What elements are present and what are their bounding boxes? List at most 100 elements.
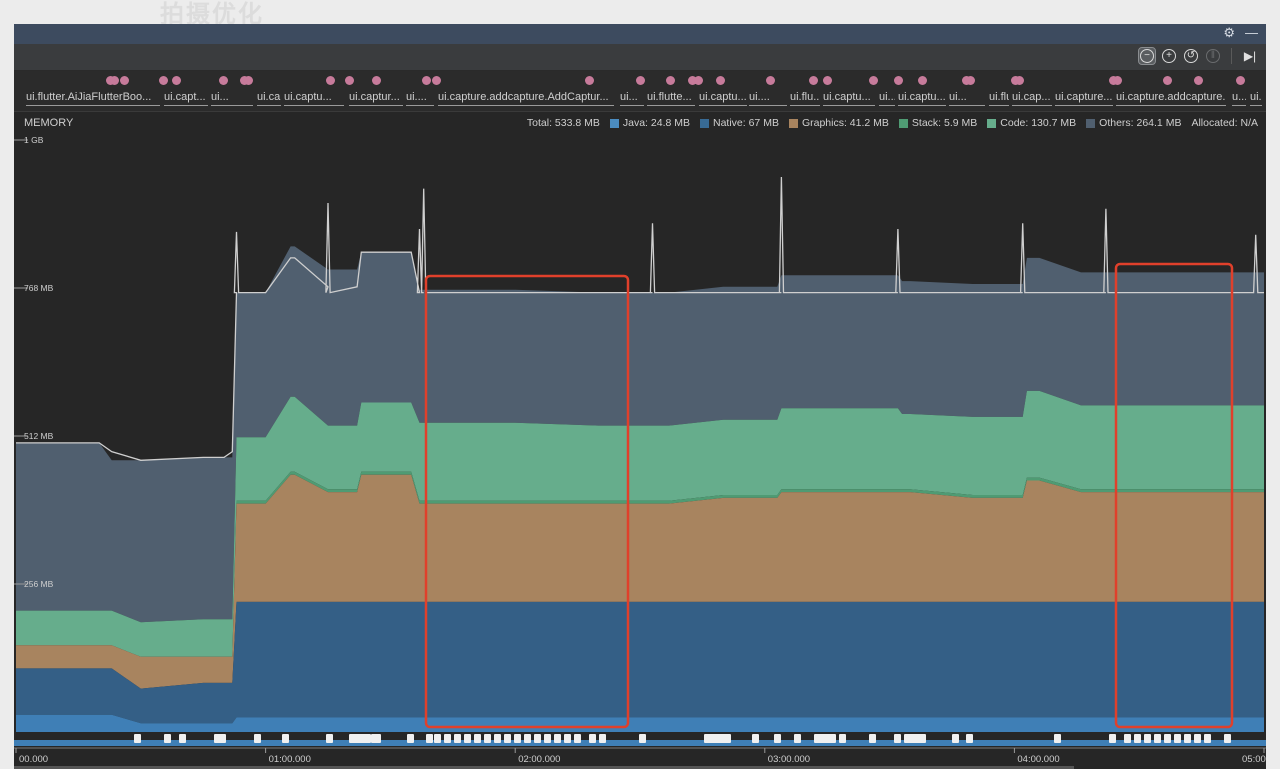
gc-icon bbox=[1154, 734, 1161, 743]
gc-icon bbox=[752, 734, 759, 743]
gc-icon bbox=[894, 734, 901, 743]
user-event-dot[interactable] bbox=[1194, 76, 1203, 85]
user-event-dot[interactable] bbox=[688, 76, 697, 85]
memory-legend: Total: 533.8 MB Java: 24.8 MB Native: 67 … bbox=[527, 117, 1258, 129]
user-event-dot[interactable] bbox=[809, 76, 818, 85]
lifecycle-label[interactable]: ui.captu... bbox=[699, 91, 747, 106]
user-event-dot[interactable] bbox=[345, 76, 354, 85]
profiler-window: ⚙ — − + ↺ ‖ ▶| ui.flutter.AiJiaFlutterBo… bbox=[14, 24, 1266, 769]
lifecycle-label[interactable]: ui.flu... bbox=[790, 91, 820, 106]
lifecycle-label[interactable]: ui... bbox=[949, 91, 985, 106]
gc-icon bbox=[1174, 734, 1181, 743]
x-tick-label: 04:00.000 bbox=[1017, 754, 1059, 765]
lifecycle-label[interactable]: ui.capt... bbox=[164, 91, 208, 106]
user-event-dot[interactable] bbox=[326, 76, 335, 85]
gc-icon bbox=[326, 734, 333, 743]
gc-icon bbox=[504, 734, 511, 743]
lifecycle-label[interactable]: ui... bbox=[1250, 91, 1262, 106]
user-event-dot[interactable] bbox=[636, 76, 645, 85]
memory-chart[interactable]: 1 GB 768 MB 512 MB 256 MB 00.000 01:00.000 02:… bbox=[14, 112, 1266, 769]
gc-icon bbox=[434, 734, 441, 743]
user-event-dot[interactable] bbox=[666, 76, 675, 85]
gc-icon bbox=[179, 734, 186, 743]
highlight-box bbox=[1114, 262, 1234, 729]
user-event-dot[interactable] bbox=[1015, 76, 1024, 85]
user-event-dot[interactable] bbox=[422, 76, 431, 85]
user-event-dot[interactable] bbox=[172, 76, 181, 85]
minimize-icon[interactable]: — bbox=[1245, 25, 1258, 40]
lifecycle-label[interactable]: ui... bbox=[879, 91, 895, 106]
user-event-dot[interactable] bbox=[1113, 76, 1122, 85]
lifecycle-label[interactable]: ui.cap... bbox=[257, 91, 281, 106]
gc-icon bbox=[544, 734, 551, 743]
memory-panel: 1 GB 768 MB 512 MB 256 MB 00.000 01:00.000 02:… bbox=[14, 112, 1266, 769]
user-event-dot[interactable] bbox=[110, 76, 119, 85]
user-event-dot[interactable] bbox=[244, 76, 253, 85]
lifecycle-label[interactable]: ui.flutte... bbox=[647, 91, 695, 106]
user-event-dot[interactable] bbox=[120, 76, 129, 85]
lifecycle-label[interactable]: ui.captu... bbox=[823, 91, 875, 106]
lifecycle-label[interactable]: ui.capture... bbox=[1055, 91, 1113, 106]
gc-icon bbox=[364, 734, 371, 743]
user-event-dot[interactable] bbox=[694, 76, 703, 85]
zoom-out-icon: − bbox=[1140, 49, 1154, 63]
user-event-dot[interactable] bbox=[1236, 76, 1245, 85]
lifecycle-label[interactable]: u... bbox=[1232, 91, 1246, 106]
lifecycle-label[interactable]: ui... bbox=[620, 91, 644, 106]
gc-icon bbox=[869, 734, 876, 743]
gc-icon bbox=[219, 734, 226, 743]
area-stack bbox=[16, 471, 1264, 657]
reset-zoom-button[interactable]: ↺ bbox=[1183, 48, 1199, 64]
user-event-dot[interactable] bbox=[585, 76, 594, 85]
legend-label: Native: 67 MB bbox=[713, 117, 779, 129]
lifecycle-label[interactable]: ui.flutter.AiJiaFlutterBoo... bbox=[26, 91, 160, 106]
lifecycle-label[interactable]: ui.flu... bbox=[989, 91, 1009, 106]
x-tick-label: 03:00.000 bbox=[768, 754, 810, 765]
gc-icon bbox=[724, 734, 731, 743]
area-native bbox=[16, 601, 1264, 724]
gc-icon bbox=[829, 734, 836, 743]
lifecycle-label[interactable]: ui.captu... bbox=[284, 91, 344, 106]
gc-icon bbox=[639, 734, 646, 743]
go-to-live-button[interactable]: ▶| bbox=[1242, 48, 1258, 64]
user-event-dot[interactable] bbox=[766, 76, 775, 85]
legend-swatch bbox=[1086, 118, 1096, 128]
gc-icon bbox=[282, 734, 289, 743]
gc-icon bbox=[554, 734, 561, 743]
y-tick-label: 768 MB bbox=[24, 283, 54, 293]
lifecycle-label[interactable]: ui.cap... bbox=[1012, 91, 1052, 106]
legend-label: Graphics: 41.2 MB bbox=[801, 117, 889, 129]
user-event-dot[interactable] bbox=[432, 76, 441, 85]
user-event-dot[interactable] bbox=[918, 76, 927, 85]
legend-item: Java: 24.8 MB bbox=[609, 117, 690, 129]
user-event-dot[interactable] bbox=[869, 76, 878, 85]
gc-icon bbox=[599, 734, 606, 743]
lifecycle-label[interactable]: ui.captur... bbox=[349, 91, 403, 106]
user-event-dot[interactable] bbox=[219, 76, 228, 85]
legend-swatch bbox=[788, 118, 798, 128]
lifecycle-label[interactable]: ui.capture.addcapture.AddCaptur... bbox=[438, 91, 614, 106]
gc-icon bbox=[474, 734, 481, 743]
gc-icon bbox=[966, 734, 973, 743]
event-timeline: ui.flutter.AiJiaFlutterBoo... ui.capt... u… bbox=[14, 71, 1266, 112]
horizontal-scrollbar bbox=[14, 766, 1074, 769]
user-event-dot[interactable] bbox=[966, 76, 975, 85]
zoom-out-button[interactable]: − bbox=[1138, 47, 1156, 65]
user-event-dot[interactable] bbox=[1163, 76, 1172, 85]
legend-swatch bbox=[898, 118, 908, 128]
user-event-dot[interactable] bbox=[894, 76, 903, 85]
user-event-dot[interactable] bbox=[159, 76, 168, 85]
gear-icon[interactable]: ⚙ bbox=[1223, 25, 1235, 40]
gc-icon bbox=[374, 734, 381, 743]
lifecycle-label[interactable]: ui.... bbox=[749, 91, 787, 106]
pause-button[interactable]: ‖ bbox=[1205, 48, 1221, 64]
lifecycle-label[interactable]: ui.... bbox=[406, 91, 434, 106]
lifecycle-label[interactable]: ui.captu... bbox=[898, 91, 946, 106]
timeline-toolbar: − + ↺ ‖ ▶| bbox=[14, 44, 1266, 71]
user-event-dot[interactable] bbox=[372, 76, 381, 85]
lifecycle-label[interactable]: ui.capture.addcapture... bbox=[1116, 91, 1226, 106]
user-event-dot[interactable] bbox=[716, 76, 725, 85]
lifecycle-label[interactable]: ui... bbox=[211, 91, 253, 106]
zoom-in-button[interactable]: + bbox=[1161, 48, 1177, 64]
user-event-dot[interactable] bbox=[823, 76, 832, 85]
